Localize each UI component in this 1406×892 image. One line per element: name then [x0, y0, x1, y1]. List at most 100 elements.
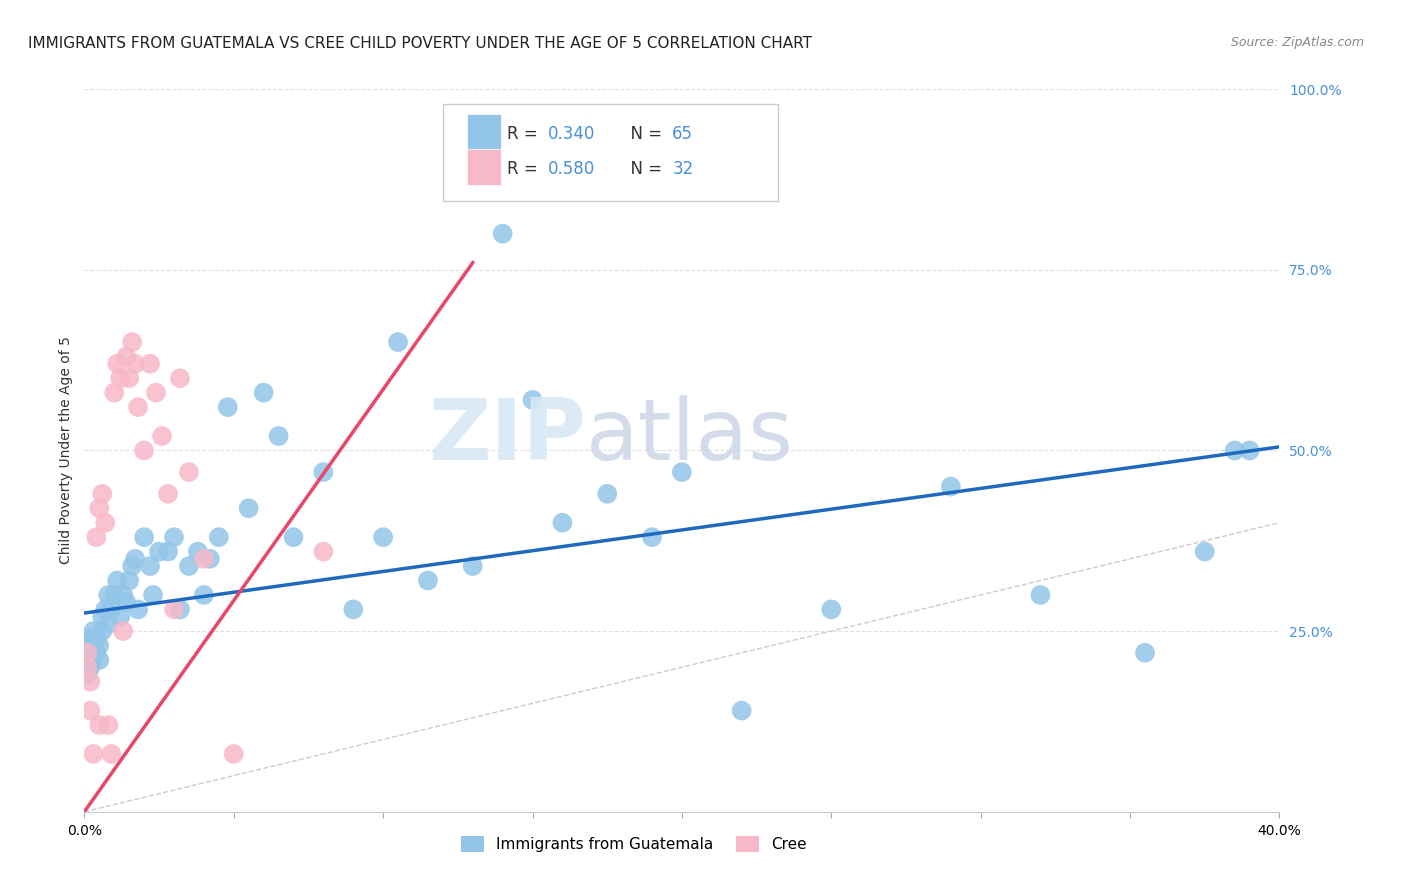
Point	[97, 588, 120, 602]
Text: N =: N =	[620, 125, 666, 143]
Point	[91, 624, 114, 639]
Point	[89, 639, 111, 653]
Point	[110, 609, 132, 624]
Point	[169, 602, 191, 616]
Point	[1029, 588, 1052, 602]
Point	[139, 559, 162, 574]
Point	[267, 429, 290, 443]
Point	[76, 646, 98, 660]
Point	[103, 385, 125, 400]
Point	[110, 371, 132, 385]
Point	[103, 588, 125, 602]
Point	[94, 602, 117, 616]
Point	[238, 501, 260, 516]
Point	[820, 602, 842, 616]
Point	[94, 516, 117, 530]
Point	[86, 646, 108, 660]
Point	[373, 530, 395, 544]
Point	[148, 544, 170, 558]
Point	[312, 544, 335, 558]
Point	[193, 588, 215, 602]
Point	[112, 624, 135, 639]
Point	[939, 480, 962, 494]
Point	[253, 385, 276, 400]
Point	[208, 530, 231, 544]
Point	[522, 392, 544, 407]
Point	[1194, 544, 1216, 558]
Point	[97, 718, 120, 732]
Text: 32: 32	[672, 160, 693, 178]
Point	[82, 653, 104, 667]
Point	[145, 385, 167, 400]
Point	[115, 350, 138, 364]
Point	[79, 646, 101, 660]
Point	[731, 704, 754, 718]
Point	[150, 429, 173, 443]
Text: N =: N =	[620, 160, 666, 178]
Text: atlas: atlas	[586, 394, 794, 477]
Point	[127, 400, 149, 414]
Point	[76, 639, 98, 653]
Text: 65: 65	[672, 125, 693, 143]
Point	[641, 530, 664, 544]
Point	[79, 660, 101, 674]
Point	[89, 653, 111, 667]
Point	[461, 559, 484, 574]
Point	[671, 465, 693, 479]
Point	[89, 501, 111, 516]
Text: Source: ZipAtlas.com: Source: ZipAtlas.com	[1230, 36, 1364, 49]
Text: R =: R =	[508, 160, 544, 178]
Point	[82, 747, 104, 761]
Text: 0.580: 0.580	[548, 160, 595, 178]
Point	[551, 516, 574, 530]
FancyBboxPatch shape	[443, 103, 778, 202]
Point	[193, 551, 215, 566]
Point	[157, 544, 180, 558]
Point	[283, 530, 305, 544]
Point	[89, 718, 111, 732]
Point	[76, 653, 98, 667]
Point	[217, 400, 239, 414]
Point	[142, 588, 165, 602]
Point	[132, 443, 156, 458]
Point	[76, 660, 98, 674]
Point	[86, 632, 108, 646]
Point	[387, 334, 409, 349]
Point	[121, 559, 143, 574]
Point	[79, 632, 101, 646]
Point	[177, 559, 200, 574]
Point	[1239, 443, 1261, 458]
Point	[163, 530, 186, 544]
Point	[124, 551, 146, 566]
Point	[342, 602, 364, 616]
Point	[132, 530, 156, 544]
Text: ZIP: ZIP	[429, 394, 586, 477]
Point	[124, 357, 146, 371]
Text: R =: R =	[508, 125, 544, 143]
Point	[1223, 443, 1246, 458]
Point	[596, 487, 619, 501]
Point	[198, 551, 221, 566]
Point	[127, 602, 149, 616]
Point	[82, 624, 104, 639]
Point	[100, 602, 122, 616]
Point	[115, 595, 138, 609]
Point	[82, 639, 104, 653]
Legend: Immigrants from Guatemala, Cree: Immigrants from Guatemala, Cree	[456, 830, 813, 858]
Point	[312, 465, 335, 479]
Point	[91, 487, 114, 501]
Point	[97, 616, 120, 631]
Point	[157, 487, 180, 501]
Point	[222, 747, 245, 761]
Point	[1133, 646, 1156, 660]
Point	[105, 357, 128, 371]
Point	[163, 602, 186, 616]
Point	[76, 667, 98, 681]
Point	[79, 674, 101, 689]
Point	[416, 574, 439, 588]
Point	[79, 704, 101, 718]
FancyBboxPatch shape	[467, 149, 502, 185]
Point	[112, 588, 135, 602]
Point	[105, 574, 128, 588]
Y-axis label: Child Poverty Under the Age of 5: Child Poverty Under the Age of 5	[59, 336, 73, 565]
